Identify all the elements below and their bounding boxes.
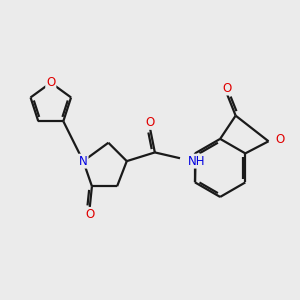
Text: O: O xyxy=(46,76,56,89)
Text: O: O xyxy=(275,133,285,146)
Text: O: O xyxy=(146,116,154,129)
Text: NH: NH xyxy=(188,154,205,168)
Text: O: O xyxy=(85,208,94,221)
Text: O: O xyxy=(222,82,232,94)
Text: N: N xyxy=(79,154,88,168)
